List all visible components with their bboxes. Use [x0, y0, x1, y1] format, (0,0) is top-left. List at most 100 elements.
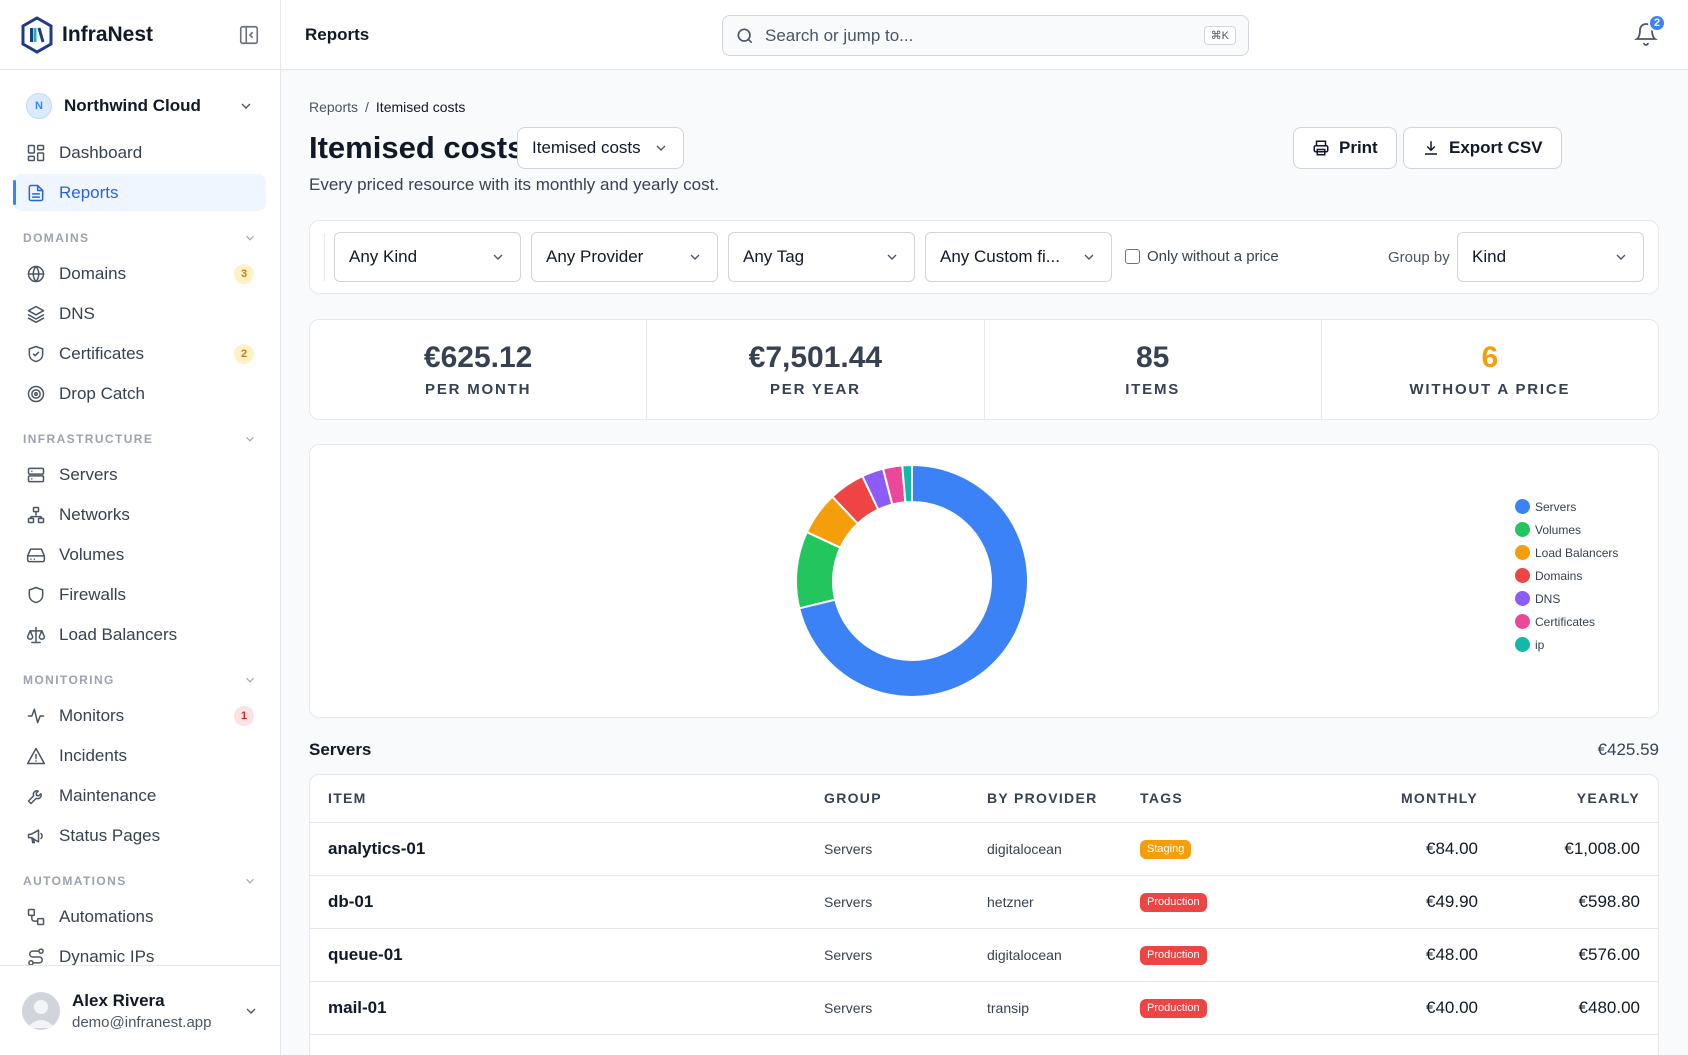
- sidebar-item-monitors[interactable]: Monitors 1: [14, 697, 266, 734]
- org-avatar: N: [26, 93, 52, 119]
- sidebar-item-firewalls[interactable]: Firewalls: [14, 576, 266, 613]
- chevron-down-icon: [493, 254, 503, 260]
- bell-icon[interactable]: [1634, 22, 1658, 46]
- section-header-automations[interactable]: AUTOMATIONS: [14, 868, 266, 894]
- sidebar-item-dns[interactable]: DNS: [14, 295, 266, 332]
- group-by-select[interactable]: Kind: [1457, 232, 1644, 282]
- provider-filter[interactable]: Any Provider: [531, 232, 718, 282]
- sidebar-item-domains[interactable]: Domains 3: [14, 255, 266, 292]
- legend-item-domains[interactable]: Domains: [1515, 564, 1618, 587]
- table-row[interactable]: mail-01 Servers transip Production €40.00 €48…: [310, 981, 1658, 1035]
- kind-filter[interactable]: Any Kind: [334, 232, 521, 282]
- cell-item[interactable]: mail-01: [310, 981, 824, 1035]
- col-monthly[interactable]: MONTHLY: [1326, 775, 1478, 823]
- table-row[interactable]: analytics-01 Servers digitalocean Staging €8…: [310, 822, 1658, 876]
- legend-swatch: [1515, 522, 1530, 537]
- count-badge: 1: [234, 705, 254, 726]
- sidebar-item-load-balancers[interactable]: Load Balancers: [14, 616, 266, 653]
- user-name: Alex Rivera: [72, 990, 165, 1010]
- sidebar-item-certificates[interactable]: Certificates 2: [14, 335, 266, 372]
- report-select[interactable]: Itemised costs: [517, 127, 684, 169]
- sidebar-item-label: Certificates: [59, 343, 145, 363]
- cost-breakdown-chart: Servers Volumes Load Balancers Domains DNS Ce…: [309, 444, 1659, 718]
- tag-badge[interactable]: Staging: [1140, 839, 1192, 859]
- col-tags: TAGS: [1140, 775, 1326, 823]
- legend-item-servers[interactable]: Servers: [1515, 495, 1618, 518]
- custom-field-filter[interactable]: Any Custom fi...: [925, 232, 1112, 282]
- col-yearly[interactable]: YEARLY: [1478, 775, 1658, 823]
- table-header-row: ITEM GROUP BY PROVIDER TAGS MONTHLY YEAR…: [310, 775, 1658, 823]
- sidebar-item-label: Dashboard: [59, 142, 143, 162]
- section-header-infrastructure[interactable]: INFRASTRUCTURE: [14, 426, 266, 452]
- brand-name: InfraNest: [62, 22, 154, 46]
- cell-yearly: €1,008.00: [1478, 822, 1658, 876]
- cell-provider: digitalocean: [987, 928, 1140, 982]
- donut-slice-ip[interactable]: [901, 464, 913, 504]
- tag-badge[interactable]: Production: [1140, 945, 1207, 965]
- print-button[interactable]: Print: [1293, 127, 1397, 169]
- sidebar-item-maintenance[interactable]: Maintenance: [14, 777, 266, 814]
- chevron-down-icon: [1616, 254, 1626, 260]
- col-provider[interactable]: BY PROVIDER: [987, 775, 1140, 823]
- section-title: AUTOMATIONS: [23, 874, 127, 888]
- sidebar-item-dashboard[interactable]: Dashboard: [14, 134, 266, 171]
- breadcrumb-parent[interactable]: Reports: [309, 99, 359, 115]
- user-menu[interactable]: Alex Rivera demo@infranest.app: [0, 965, 280, 1055]
- cell-item[interactable]: analytics-01: [310, 822, 824, 876]
- scale-icon: [26, 626, 46, 643]
- sidebar-item-status-pages[interactable]: Status Pages: [14, 817, 266, 854]
- only-without-price-checkbox[interactable]: [1125, 249, 1140, 264]
- sidebar-item-automations[interactable]: Automations: [14, 898, 266, 935]
- legend-item-ip[interactable]: ip: [1515, 633, 1618, 656]
- summary-stats: €625.12 PER MONTH €7,501.44 PER YEAR 85 ITEMS…: [309, 319, 1659, 420]
- megaphone-icon: [27, 828, 43, 843]
- user-email: demo@infranest.app: [72, 1013, 212, 1031]
- cell-provider: hetzner: [987, 875, 1140, 929]
- donut-chart: [795, 464, 1029, 698]
- table-row[interactable]: db-01 Servers hetzner Production €49.90 €598.…: [310, 875, 1658, 929]
- section-header-domains[interactable]: DOMAINS: [14, 225, 266, 251]
- sidebar-item-volumes[interactable]: Volumes: [14, 536, 266, 573]
- sidebar-collapse-icon[interactable]: [238, 24, 260, 46]
- tag-filter[interactable]: Any Tag: [728, 232, 915, 282]
- legend-item-volumes[interactable]: Volumes: [1515, 518, 1618, 541]
- activity-icon: [27, 708, 45, 723]
- cell-group: Servers: [824, 875, 987, 929]
- sidebar-item-drop-catch[interactable]: Drop Catch: [14, 375, 266, 412]
- cell-tags: Production: [1140, 928, 1326, 982]
- legend-swatch: [1515, 499, 1530, 514]
- cell-item[interactable]: queue-01: [310, 928, 824, 982]
- donut-slice-servers[interactable]: [798, 464, 1029, 698]
- legend-item-dns[interactable]: DNS: [1515, 587, 1618, 610]
- sidebar-item-label: Monitors: [59, 705, 125, 725]
- sidebar-item-incidents[interactable]: Incidents: [14, 737, 266, 774]
- org-switcher[interactable]: N Northwind Cloud: [14, 88, 266, 124]
- legend-item-certificates[interactable]: Certificates: [1515, 610, 1618, 633]
- col-item[interactable]: ITEM: [310, 775, 824, 823]
- provider-filter-value: Any Provider: [546, 247, 644, 266]
- section-header-monitoring[interactable]: MONITORING: [14, 667, 266, 693]
- legend-item-load-balancers[interactable]: Load Balancers: [1515, 541, 1618, 564]
- topbar: Reports Search or jump to... ⌘K 2: [281, 0, 1688, 70]
- tag-badge[interactable]: Production: [1140, 998, 1207, 1018]
- search-input[interactable]: Search or jump to... ⌘K: [722, 15, 1249, 56]
- server-icon: [27, 467, 45, 482]
- sidebar-item-networks[interactable]: Networks: [14, 496, 266, 533]
- cell-item[interactable]: db-01: [310, 875, 824, 929]
- stat-label: PER MONTH: [425, 381, 532, 398]
- org-name: Northwind Cloud: [64, 96, 201, 115]
- export-csv-label: Export CSV: [1449, 138, 1543, 157]
- group-total: €425.59: [1597, 740, 1659, 759]
- only-without-price-toggle[interactable]: Only without a price: [1125, 248, 1279, 265]
- kind-filter-value: Any Kind: [349, 247, 418, 266]
- cell-provider: transip: [987, 981, 1140, 1035]
- sidebar-item-dynamic-ips[interactable]: Dynamic IPs: [14, 938, 266, 975]
- route-icon: [28, 947, 44, 966]
- sidebar-item-reports[interactable]: Reports: [13, 174, 266, 211]
- table-row[interactable]: queue-01 Servers digitalocean Production €48…: [310, 928, 1658, 982]
- sidebar-item-servers[interactable]: Servers: [14, 456, 266, 493]
- sidebar-item-label: Status Pages: [59, 825, 161, 845]
- col-group[interactable]: GROUP: [824, 775, 987, 823]
- export-csv-button[interactable]: Export CSV: [1403, 127, 1562, 169]
- tag-badge[interactable]: Production: [1140, 892, 1207, 912]
